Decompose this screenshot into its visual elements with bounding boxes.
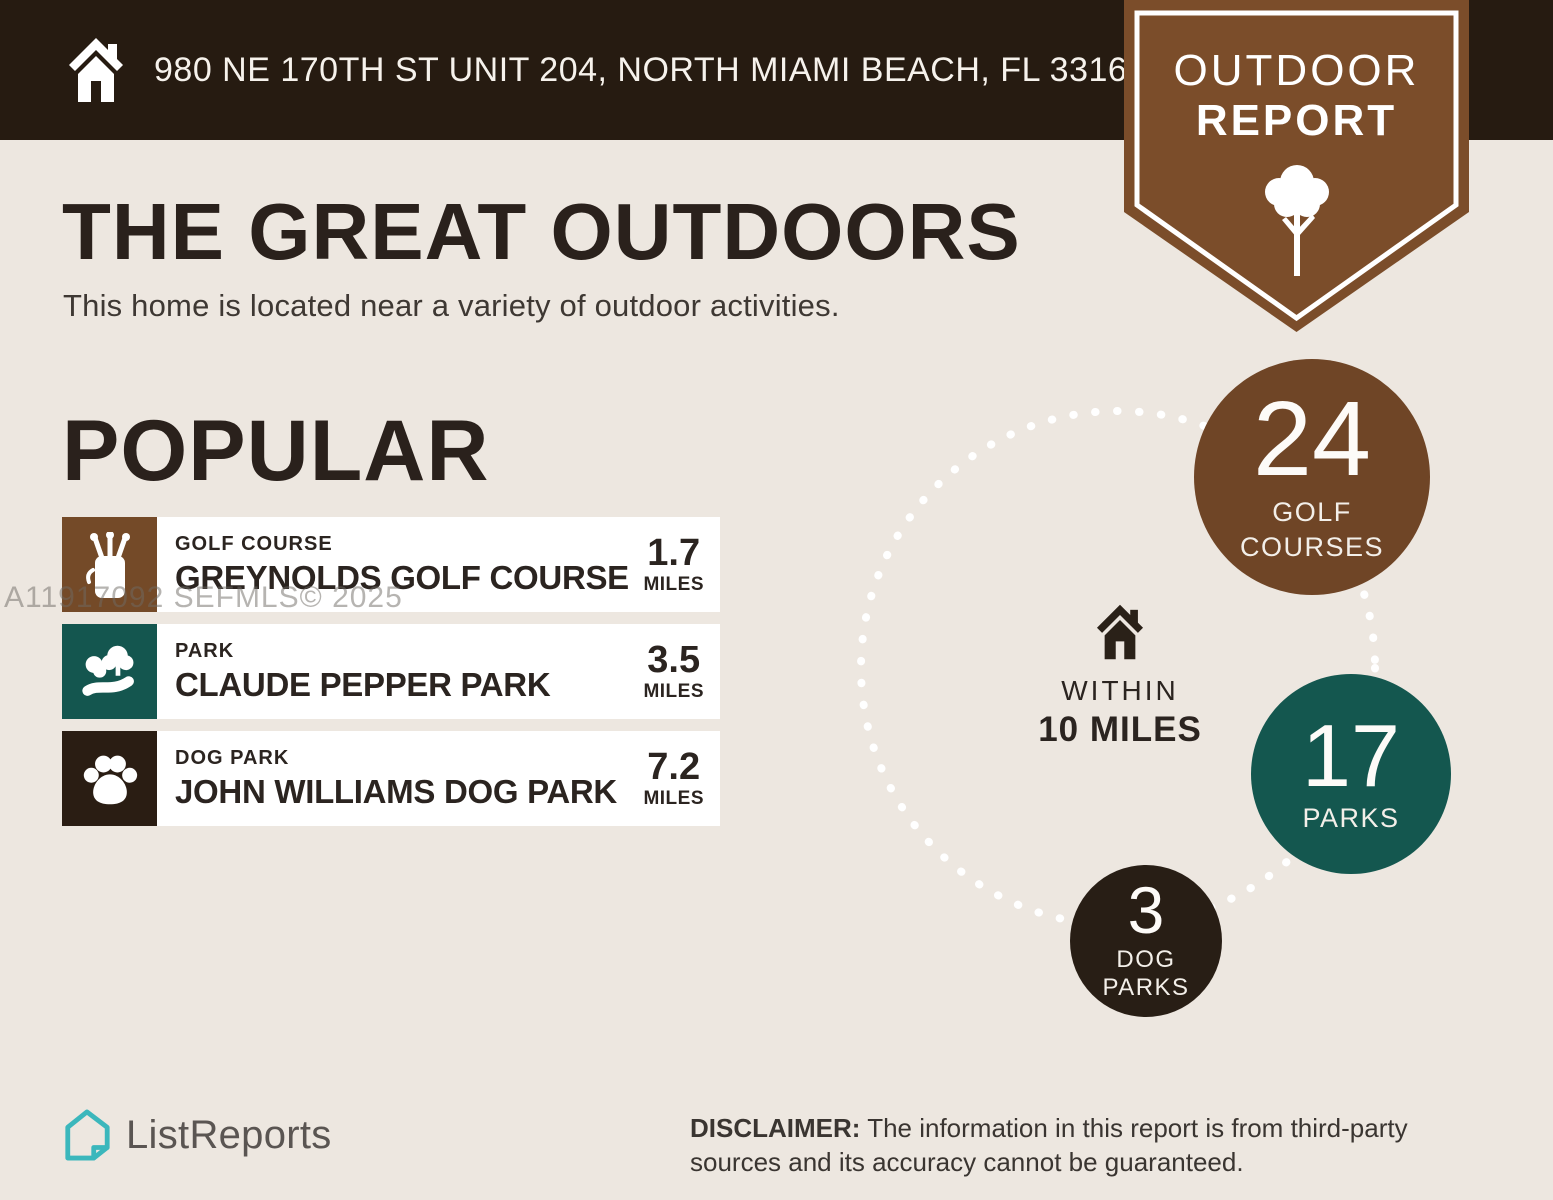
- parks-label: PARKS: [1302, 803, 1400, 834]
- parks-bubble: 17 PARKS: [1251, 674, 1451, 874]
- distance-value: 3.5: [647, 638, 701, 681]
- distance: 7.2 MILES: [643, 748, 704, 810]
- property-address: 980 NE 170TH ST UNIT 204, NORTH MIAMI BE…: [154, 50, 1147, 89]
- place-name: JOHN WILLIAMS DOG PARK: [175, 772, 617, 810]
- list-item-body: DOG PARK JOHN WILLIAMS DOG PARK 7.2 MILE…: [157, 731, 720, 826]
- place-name: CLAUDE PEPPER PARK: [175, 665, 551, 703]
- park-icon-box: [62, 624, 157, 719]
- house-icon: [1096, 604, 1144, 660]
- distance-unit: MILES: [643, 680, 704, 702]
- parks-count: 17: [1302, 705, 1400, 805]
- list-item-body: PARK CLAUDE PEPPER PARK 3.5 MILES: [157, 624, 720, 719]
- within-label: WITHIN: [1061, 675, 1179, 706]
- listreports-brand: ListReports: [62, 1108, 332, 1162]
- list-item-body: GOLF COURSE GREYNOLDS GOLF COURSE 1.7 MI…: [157, 517, 720, 612]
- home-icon: [69, 38, 123, 102]
- disclaimer-text: The information in this report is from t…: [690, 1113, 1408, 1177]
- disclaimer: DISCLAIMER: The information in this repo…: [690, 1112, 1500, 1180]
- badge-title-line1: OUTDOOR: [1173, 46, 1420, 95]
- dog-parks-bubble: 3 DOG PARKS: [1070, 865, 1222, 1017]
- list-item-dog-park: DOG PARK JOHN WILLIAMS DOG PARK 7.2 MILE…: [62, 731, 720, 826]
- listreports-logo-icon: [65, 1109, 110, 1161]
- badge-title-line2: REPORT: [1195, 96, 1398, 145]
- outdoor-report-badge: OUTDOOR REPORT: [1124, 0, 1469, 332]
- popular-list: GOLF COURSE GREYNOLDS GOLF COURSE 1.7 MI…: [62, 517, 720, 838]
- golf-courses-count: 24: [1253, 379, 1371, 498]
- golf-bag-icon: [85, 531, 130, 598]
- place-name: GREYNOLDS GOLF COURSE: [175, 558, 629, 596]
- list-item-golf-course: GOLF COURSE GREYNOLDS GOLF COURSE 1.7 MI…: [62, 517, 720, 612]
- distance-unit: MILES: [643, 787, 704, 809]
- listreports-brand-name: ListReports: [126, 1112, 332, 1157]
- park-icon: [81, 645, 134, 696]
- radius-label: 10 MILES: [1038, 710, 1202, 749]
- dog-parks-label: DOG PARKS: [1102, 945, 1190, 1002]
- page-subtitle: This home is located near a variety of o…: [63, 288, 840, 323]
- category-label: DOG PARK: [175, 746, 290, 769]
- category-label: PARK: [175, 639, 235, 662]
- distance: 1.7 MILES: [643, 534, 704, 596]
- dog-park-icon-box: [62, 731, 157, 826]
- page-title: THE GREAT OUTDOORS: [62, 187, 1021, 276]
- mls-watermark: A11917092 SEFMLS© 2025: [4, 581, 403, 614]
- dog-parks-count: 3: [1127, 872, 1165, 947]
- disclaimer-label: DISCLAIMER:: [690, 1113, 861, 1143]
- radius-center: WITHIN 10 MILES: [1020, 603, 1220, 750]
- golf-icon-box: [62, 517, 157, 612]
- paw-icon: [83, 755, 137, 804]
- distance-unit: MILES: [643, 573, 704, 595]
- distance: 3.5 MILES: [643, 641, 704, 703]
- list-item-park: PARK CLAUDE PEPPER PARK 3.5 MILES: [62, 624, 720, 719]
- tree-icon: [1264, 165, 1329, 276]
- category-label: GOLF COURSE: [175, 532, 333, 555]
- golf-courses-bubble: 24 GOLF COURSES: [1194, 359, 1430, 595]
- distance-value: 7.2: [647, 745, 701, 788]
- popular-heading: POPULAR: [62, 403, 490, 499]
- golf-courses-label: GOLF COURSES: [1239, 497, 1385, 563]
- distance-value: 1.7: [647, 531, 701, 574]
